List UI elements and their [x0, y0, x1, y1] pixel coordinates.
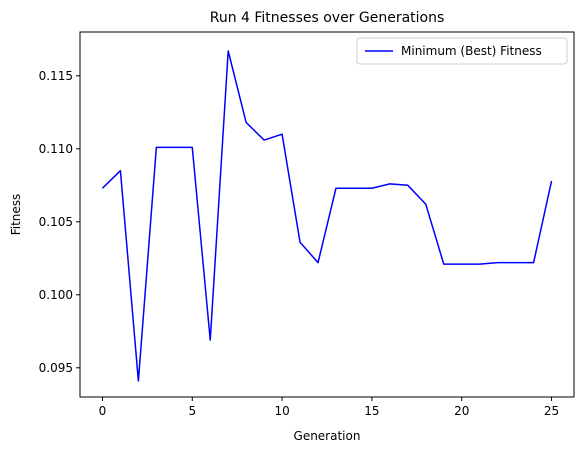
y-axis-label: Fitness [9, 194, 23, 236]
ticks-layer: 0 5 10 15 20 25 0.095 0.100 0.105 0.110 0.115 [39, 69, 560, 418]
x-tick-label: 10 [274, 404, 289, 418]
series-line [101, 50, 553, 382]
x-axis-label: Generation [294, 429, 361, 443]
y-tick-label: 0.095 [39, 361, 73, 375]
x-tick-label: 20 [454, 404, 469, 418]
y-tick-label: 0.105 [39, 215, 73, 229]
y-tick-label: 0.115 [39, 69, 73, 83]
y-tick-label: 0.100 [39, 288, 73, 302]
plot-frame [79, 31, 575, 398]
legend-label: Minimum (Best) Fitness [401, 44, 542, 58]
legend-box [356, 37, 568, 65]
x-tick-label: 25 [544, 404, 559, 418]
x-tick-label: 15 [364, 404, 379, 418]
legend: Minimum (Best) Fitness [356, 37, 568, 65]
chart-title: Run 4 Fitnesses over Generations [210, 10, 445, 26]
x-tick-label: 0 [99, 404, 107, 418]
series-layer [101, 50, 553, 382]
y-tick-label: 0.110 [39, 142, 73, 156]
x-tick-label: 5 [188, 404, 196, 418]
